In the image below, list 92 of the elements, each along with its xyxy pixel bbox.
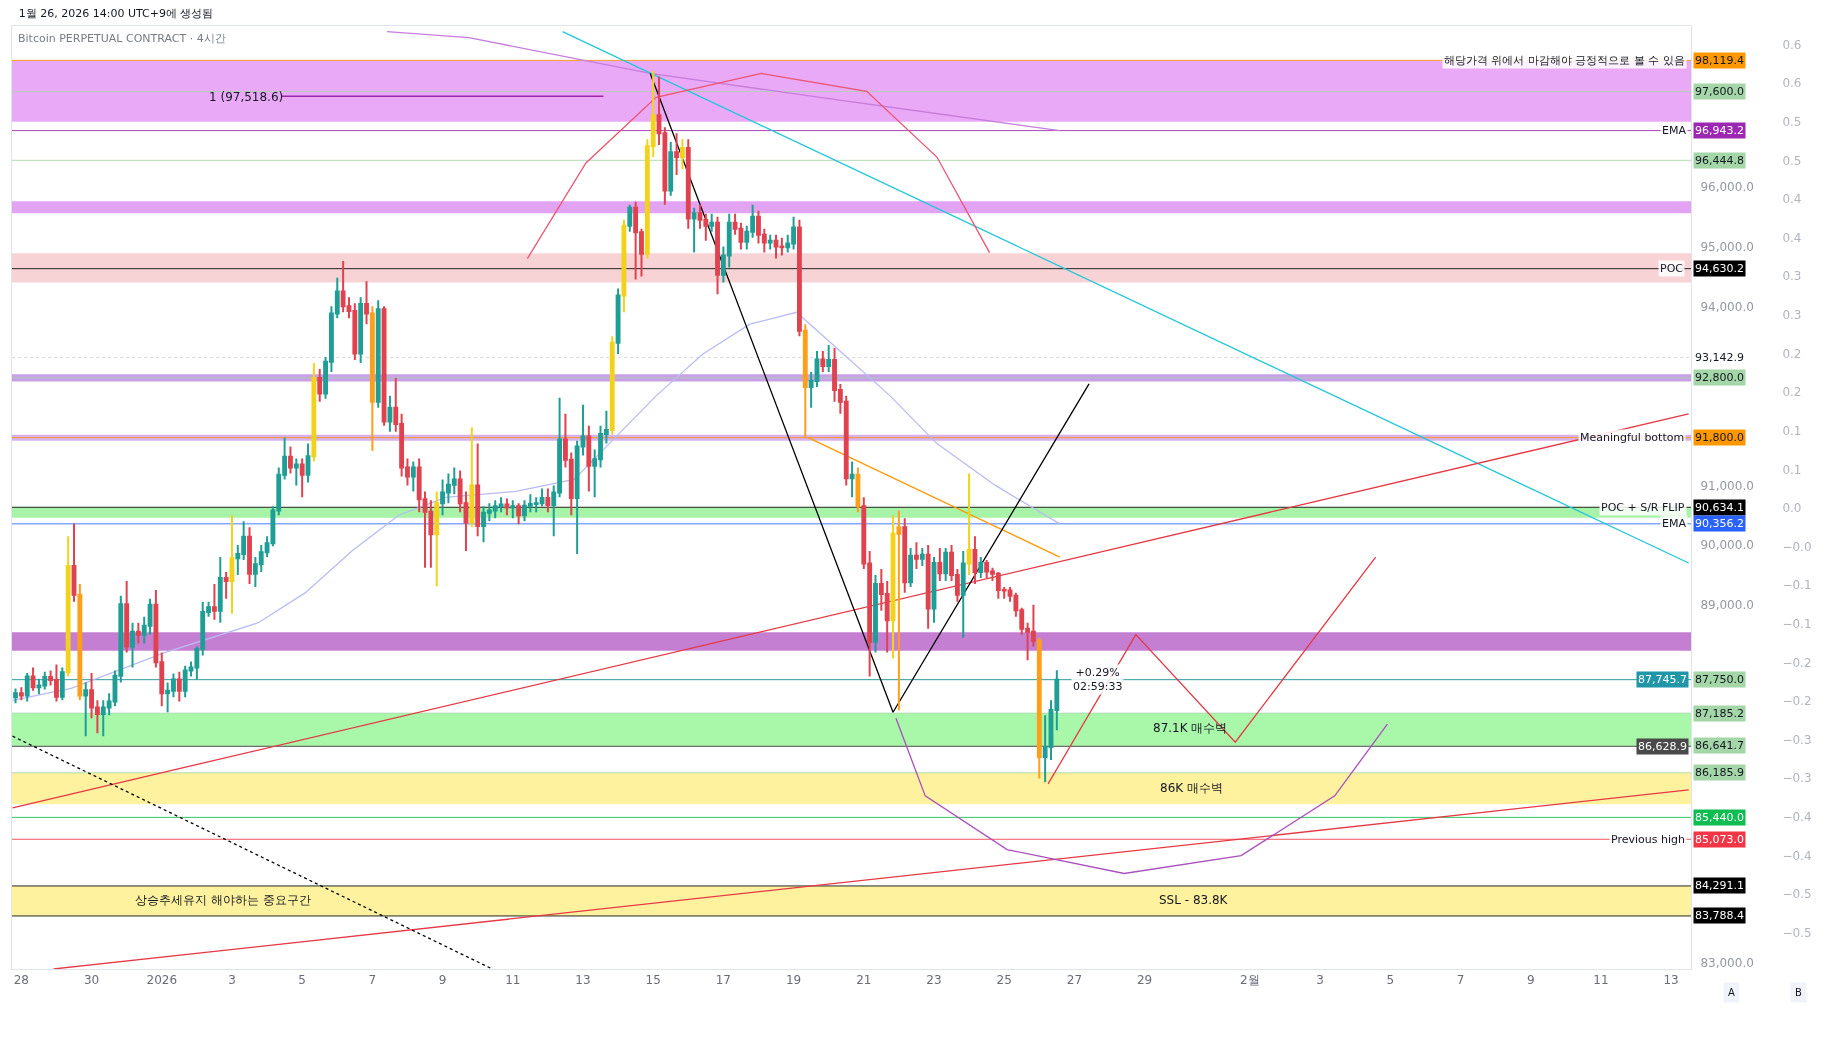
ref-line-label: 87,745.7 xyxy=(1638,673,1687,686)
ref-line-label: 85,073.0 xyxy=(1695,833,1744,846)
y-tick-label: 90,000.0 xyxy=(1700,538,1754,553)
ref-line-label: 98,119.4 xyxy=(1695,54,1744,67)
ref-line-label: 87,750.0 xyxy=(1695,673,1744,686)
y2-tick-label: −0.5 xyxy=(1782,887,1812,902)
ref-line-label: 83,788.4 xyxy=(1695,909,1744,922)
x-tick-label: 11 xyxy=(505,973,521,988)
x-tick-label: 30 xyxy=(83,973,100,988)
y2-tick-label: −0.2 xyxy=(1782,655,1812,670)
ref-line-label: 90,634.1 xyxy=(1695,501,1744,514)
x-tick-label: 23 xyxy=(926,973,942,988)
x-tick-label: 15 xyxy=(645,973,661,988)
y2-tick-label: −0.4 xyxy=(1782,810,1812,825)
x-tick-label: 28 xyxy=(13,973,29,988)
y2-tick-label: −0.1 xyxy=(1782,616,1812,631)
x-tick-label: 13 xyxy=(575,973,591,988)
annotation: POC xyxy=(1660,262,1684,275)
ref-line-label: 96,943.2 xyxy=(1695,124,1744,137)
x-tick-label: 7 xyxy=(368,973,377,988)
annotation: SSL - 83.8K xyxy=(1159,893,1229,907)
x-tick-label: 2026 xyxy=(146,973,178,988)
y2-tick-label: 0.1 xyxy=(1782,462,1802,477)
y2-tick-label: 0.5 xyxy=(1782,153,1802,168)
y2-tick-label: 0.2 xyxy=(1782,346,1802,361)
x-tick-label: 9 xyxy=(438,973,447,988)
x-tick-label: 19 xyxy=(785,973,802,988)
y-tick-label: 95,000.0 xyxy=(1700,239,1754,254)
annotation: Previous high xyxy=(1611,833,1685,846)
x-tick-label: 21 xyxy=(856,973,872,988)
x-tick-label: 13 xyxy=(1663,973,1679,988)
y-tick-label: 96,000.0 xyxy=(1700,180,1754,195)
annotation: +0.29% 02:59:33 xyxy=(1073,666,1123,694)
ref-line-label: 92,800.0 xyxy=(1695,371,1744,384)
x-tick-label: 2월 xyxy=(1240,973,1260,988)
x-tick-label: 17 xyxy=(715,973,732,988)
y2-tick-label: −0.1 xyxy=(1782,578,1812,593)
ref-line-label: 85,440.0 xyxy=(1695,811,1744,824)
x-tick-label: 3 xyxy=(228,973,236,988)
x-tick-label: 11 xyxy=(1593,973,1609,988)
y2-tick-label: 0.1 xyxy=(1782,423,1802,438)
y2-tick-label: 0.4 xyxy=(1782,230,1802,245)
y2-tick-label: −0.3 xyxy=(1782,732,1812,747)
ref-line-label: 86,185.9 xyxy=(1695,766,1744,779)
annotation: EMA xyxy=(1662,517,1687,530)
ref-line-label: 94,630.2 xyxy=(1695,262,1744,275)
y2-tick-label: −0.3 xyxy=(1782,771,1812,786)
x-tick-label: 5 xyxy=(1386,973,1395,988)
y2-tick-label: 0.2 xyxy=(1782,385,1802,400)
ref-line-label: 84,291.1 xyxy=(1695,879,1744,892)
y2-tick-label: 0.5 xyxy=(1782,114,1802,129)
chart-title: 1월 26, 2026 14:00 UTC+9에 생성됨 xyxy=(18,6,214,20)
ref-line-label: 87,185.2 xyxy=(1695,707,1744,720)
ref-line-label: 96,444.8 xyxy=(1695,154,1744,167)
annotation: 87.1K 매수벽 xyxy=(1153,721,1228,735)
annotation: EMA xyxy=(1662,124,1687,137)
ref-line-label: 91,800.0 xyxy=(1695,431,1744,444)
text: B xyxy=(1795,987,1802,998)
text: Bitcoin PERPETUAL CONTRACT · 4시간 xyxy=(18,32,226,45)
y-tick-label: 91,000.0 xyxy=(1700,478,1754,493)
y-tick-label: 89,000.0 xyxy=(1700,598,1754,613)
annotation: 해당가격 위에서 마감해야 긍정적으로 볼 수 있음 xyxy=(1444,54,1685,67)
x-tick-label: 25 xyxy=(996,973,1012,988)
y2-tick-label: 0.6 xyxy=(1782,76,1802,91)
y2-tick-label: −0.4 xyxy=(1782,848,1812,863)
y2-tick-label: 0.0 xyxy=(1782,501,1802,516)
y2-tick-label: 0.3 xyxy=(1782,308,1802,323)
annotation: Meaningful bottom xyxy=(1580,431,1685,444)
y2-tick-label: 0.3 xyxy=(1782,269,1802,284)
ref-line-label: 93,142.9 xyxy=(1695,351,1744,364)
annotation: 86K 매수벽 xyxy=(1160,781,1223,795)
ref-line-label: 86,628.9 xyxy=(1638,740,1687,753)
y-tick-label: 83,000.0 xyxy=(1700,956,1754,971)
annotation: 상승추세유지 해야하는 중요구간 xyxy=(135,893,311,907)
x-tick-label: 29 xyxy=(1136,973,1153,988)
y2-tick-label: −0.0 xyxy=(1782,539,1812,554)
ref-line-label: 90,356.2 xyxy=(1695,517,1744,530)
x-tick-label: 7 xyxy=(1456,973,1465,988)
y2-tick-label: 0.6 xyxy=(1782,37,1802,52)
x-tick-label: 5 xyxy=(298,973,306,988)
text: A xyxy=(1728,987,1735,998)
y2-tick-label: 0.4 xyxy=(1782,192,1802,207)
y2-tick-label: −0.5 xyxy=(1782,925,1812,940)
annotation: POC + S/R FLIP xyxy=(1601,501,1685,514)
ref-line-label: 97,600.0 xyxy=(1695,85,1744,98)
annotation: 1 (97,518.6) xyxy=(209,90,284,104)
y2-tick-label: −0.2 xyxy=(1782,694,1812,709)
x-tick-label: 3 xyxy=(1316,973,1324,988)
y-tick-label: 94,000.0 xyxy=(1700,299,1754,314)
x-tick-label: 27 xyxy=(1066,973,1083,988)
x-tick-label: 9 xyxy=(1526,973,1535,988)
ref-line-label: 86,641.7 xyxy=(1695,739,1744,752)
